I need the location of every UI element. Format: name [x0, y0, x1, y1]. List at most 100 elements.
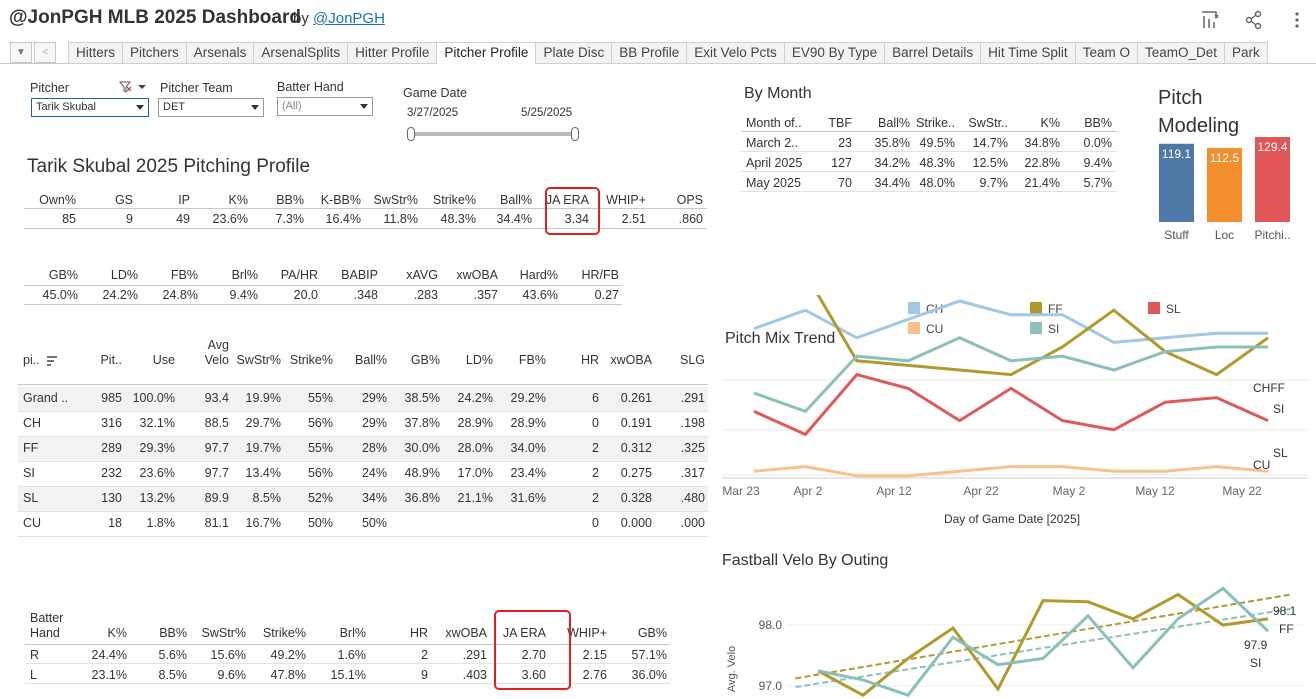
- summary-cell: 34.4%: [496, 212, 532, 226]
- pitch-table-cell: 6: [592, 391, 599, 405]
- tab-hit-time-split[interactable]: Hit Time Split: [981, 42, 1076, 64]
- hand-table-header: GB%: [637, 626, 667, 640]
- tab-arsenals[interactable]: Arsenals: [186, 42, 255, 64]
- summary-header: IP: [178, 193, 190, 207]
- tab-scroll-left-icon[interactable]: <: [34, 42, 56, 63]
- tab-park[interactable]: Park: [1224, 42, 1268, 64]
- pitcher-select[interactable]: Tarik Skubal: [31, 98, 149, 117]
- pitch-modeling-chart: Pitch Modeling 119.1 Stuff 112.5 Loc 129.4 Pitc…: [1158, 87, 1291, 242]
- data-guide-icon[interactable]: [1199, 9, 1221, 31]
- tab-menu-icon[interactable]: ▼: [10, 42, 32, 63]
- hand-table-cell: 9.6%: [217, 668, 247, 682]
- pitch-table-cell: 13.2%: [139, 491, 175, 505]
- pitch-table-cell: 24%: [361, 466, 387, 480]
- month-table-cell: 127: [831, 156, 852, 170]
- pitch-table-cell: 29%: [361, 416, 387, 430]
- month-table-cell: 34.8%: [1024, 136, 1060, 150]
- row-divider: [18, 461, 708, 462]
- velo-title: Fastball Velo By Outing: [722, 552, 888, 569]
- summary-cell: 7.3%: [275, 212, 305, 226]
- tab-team-o[interactable]: Team O: [1075, 42, 1138, 64]
- hand-table-header: SwStr%: [201, 626, 246, 640]
- hand-table-cell: R: [30, 648, 40, 662]
- tab-teamo-det[interactable]: TeamO_Det: [1137, 42, 1225, 64]
- hand-table-cell: .403: [462, 668, 487, 682]
- slider-end-handle[interactable]: [571, 127, 579, 141]
- legend-label: SL: [1166, 302, 1181, 316]
- batted-cell: 20.0: [293, 288, 318, 302]
- summary-header: SwStr%: [373, 193, 418, 207]
- tab-hitter-profile[interactable]: Hitter Profile: [348, 42, 438, 64]
- summary-cell: 16.4%: [325, 212, 361, 226]
- tab-barrel-details[interactable]: Barrel Details: [885, 42, 982, 64]
- profile-title: Tarik Skubal 2025 Pitching Profile: [27, 156, 311, 177]
- pitch-table-cell: 88.5: [204, 416, 229, 430]
- month-table-cell: 48.0%: [919, 176, 955, 190]
- hand-select-value: (All): [282, 100, 302, 112]
- pitch-table-cell: 36.8%: [404, 491, 440, 505]
- pitch-table-cell: 232: [101, 466, 122, 480]
- month-table-cell: 70: [838, 176, 852, 190]
- pitch-table-cell: 0.275: [620, 466, 652, 480]
- header: @JonPGH MLB 2025 Dashboard by @JonPGH: [0, 0, 1316, 40]
- table-divider: [24, 285, 622, 286]
- tab-plate-disc[interactable]: Plate Disc: [536, 42, 613, 64]
- tab-exit-velo-pcts[interactable]: Exit Velo Pcts: [687, 42, 785, 64]
- share-icon[interactable]: [1243, 9, 1265, 31]
- tab-pitchers[interactable]: Pitchers: [123, 42, 187, 64]
- tab-arsenalsplits[interactable]: ArsenalSplits: [254, 42, 349, 64]
- pitch-table-cell: .325: [680, 441, 705, 455]
- pitch-table-cell: Grand ..: [23, 391, 69, 405]
- pitch-table-cell: 30.0%: [404, 441, 440, 455]
- hand-table-cell: 49.2%: [270, 648, 306, 662]
- hand-select[interactable]: (All): [277, 97, 373, 116]
- author-link[interactable]: @JonPGH: [313, 10, 385, 27]
- pitch-table-header: LD%: [465, 353, 493, 367]
- modeling-title: Pitch: [1158, 87, 1202, 109]
- summary-header: GS: [114, 193, 133, 207]
- month-table-cell: March 2..: [746, 136, 799, 150]
- pitch-table-cell: 28.0%: [457, 441, 493, 455]
- tab-pitcher-profile[interactable]: Pitcher Profile: [437, 42, 537, 64]
- pitch-table-header: pi..: [23, 353, 40, 367]
- date-range-slider[interactable]: [407, 127, 579, 141]
- pitch-table-cell: 32.1%: [139, 416, 175, 430]
- pitch-table-cell: 38.5%: [404, 391, 440, 405]
- month-table-cell: 9.7%: [979, 176, 1009, 190]
- row-background: [18, 437, 708, 462]
- summary-header: Strike%: [432, 193, 476, 207]
- date-start: 3/27/2025: [407, 107, 459, 119]
- pitch-table-cell: 29.3%: [139, 441, 175, 455]
- sort-icon[interactable]: [46, 356, 58, 366]
- table-divider: [24, 228, 707, 229]
- pitch-table-cell: 50%: [361, 516, 387, 530]
- summary-header: OPS: [676, 193, 703, 207]
- tab-bb-profile[interactable]: BB Profile: [612, 42, 688, 64]
- month-table-cell: 9.4%: [1083, 156, 1113, 170]
- pitch-table-cell: 289: [101, 441, 122, 455]
- legend-swatch: [1148, 302, 1160, 314]
- x-tick-label: May 12: [1135, 484, 1175, 498]
- table-divider: [18, 384, 708, 385]
- table-divider: [25, 644, 670, 645]
- tab-hitters[interactable]: Hitters: [68, 42, 124, 64]
- batted-header: xwOBA: [456, 268, 498, 282]
- hand-ja-era-highlight: [494, 610, 571, 690]
- batted-cell: 45.0%: [42, 288, 78, 302]
- more-options-icon[interactable]: [1286, 9, 1308, 31]
- x-tick-label: Apr 12: [876, 484, 912, 498]
- velo-line-si: [817, 586, 1270, 697]
- pitch-table-cell: .480: [680, 491, 705, 505]
- y-tick-label: 98.0: [759, 618, 783, 632]
- row-background: [18, 487, 708, 512]
- series-line-cu: [753, 465, 1269, 478]
- team-select[interactable]: DET: [158, 98, 264, 117]
- batted-cell: .348: [353, 288, 378, 302]
- slider-start-handle[interactable]: [407, 127, 415, 141]
- hand-table-cell: 2.76: [582, 668, 607, 682]
- tab-ev90-by-type[interactable]: EV90 By Type: [784, 42, 886, 64]
- dashboard-title: @JonPGH MLB 2025 Dashboard: [9, 7, 301, 28]
- clear-filter-icon[interactable]: [119, 81, 147, 93]
- summary-header: JA ERA: [545, 193, 589, 207]
